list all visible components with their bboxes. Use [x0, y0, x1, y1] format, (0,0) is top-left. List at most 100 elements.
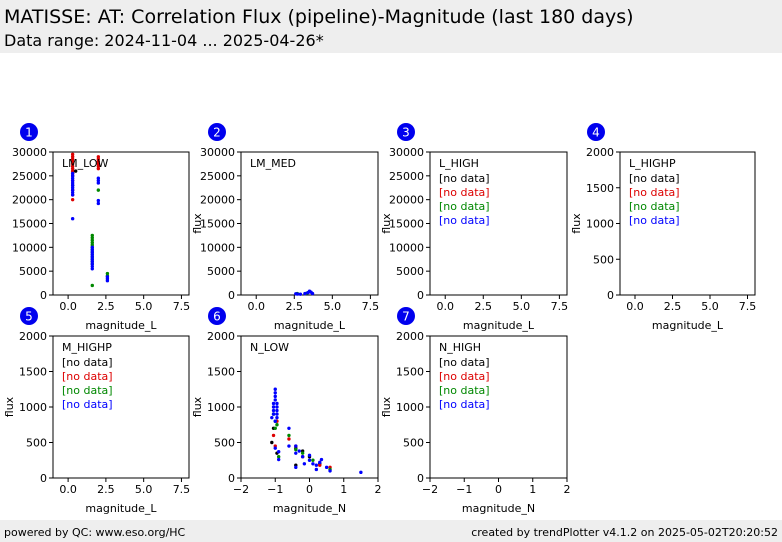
data-point [96, 159, 101, 164]
data-point [96, 178, 101, 183]
y-tick-label: 0 [228, 472, 235, 485]
data-point [70, 190, 75, 195]
data-point [90, 255, 94, 259]
data-point [273, 446, 277, 450]
data-point [276, 455, 281, 459]
data-point [96, 198, 101, 203]
data-point [273, 391, 277, 395]
data-point [359, 470, 363, 475]
chart-panel-6: −2 −1 0 1 2 0 500 1000 1500 2000 magnitude_N flux 6 N… [191, 307, 382, 515]
page-title: MATISSE: AT: Correlation Flux (pipeline)… [4, 6, 634, 28]
no-data-note: [no data] [439, 384, 490, 397]
y-tick-label: 1500 [586, 182, 614, 195]
data-point [287, 433, 291, 438]
data-point [70, 159, 75, 164]
data-point [294, 451, 298, 455]
x-tick-label: −2 [233, 483, 249, 496]
x-tick-label: 2 [564, 483, 571, 496]
y-axis-label: flux [3, 396, 16, 417]
data-point [302, 462, 307, 466]
no-data-note: [no data] [62, 398, 113, 411]
x-tick-label: 5.0 [513, 300, 531, 313]
panel-number-badge [208, 307, 226, 325]
data-point [311, 462, 315, 466]
y-tick-label: 10000 [200, 241, 235, 254]
data-point [90, 259, 94, 264]
data-point [270, 415, 274, 420]
no-data-note: [no data] [439, 200, 490, 213]
y-tick-label: 2000 [396, 330, 424, 343]
x-tick-label: 7.5 [362, 300, 380, 313]
data-point [70, 197, 75, 202]
data-point [90, 267, 94, 271]
panel-number-badge [397, 307, 415, 325]
x-tick-label: 5.0 [135, 300, 153, 313]
y-tick-label: 1000 [586, 218, 614, 231]
data-point [271, 408, 276, 413]
x-tick-label: 2.5 [664, 300, 682, 313]
x-tick-label: 0 [495, 483, 502, 496]
y-tick-label: 25000 [200, 170, 235, 183]
data-point [90, 250, 94, 254]
x-tick-label: 1 [529, 483, 536, 496]
data-point [70, 166, 75, 171]
data-point [271, 412, 276, 416]
data-point [96, 164, 101, 168]
data-point [275, 405, 279, 409]
x-tick-label: −1 [456, 483, 472, 496]
y-tick-label: 500 [403, 437, 424, 450]
y-axis-label: flux [191, 396, 204, 417]
data-point [90, 245, 94, 250]
data-point [105, 279, 110, 283]
panel-number-badge [20, 123, 38, 141]
data-point [105, 271, 110, 276]
panel-number-label: 3 [402, 126, 410, 140]
data-point [300, 455, 305, 459]
y-tick-label: 15000 [200, 218, 235, 231]
data-point [96, 166, 101, 171]
data-point [328, 469, 332, 473]
x-tick-label: 1 [340, 483, 347, 496]
data-point [295, 292, 300, 296]
data-point [294, 447, 298, 452]
y-axis-label: flux [191, 213, 204, 234]
x-tick-label: 0.0 [247, 300, 265, 313]
x-axis-label: magnitude_N [273, 502, 346, 515]
data-point [273, 387, 277, 391]
y-tick-label: 1000 [207, 401, 235, 414]
data-point [70, 174, 75, 178]
panel-label: L_HIGHP [629, 157, 676, 170]
panel-label: N_LOW [250, 341, 289, 354]
y-tick-label: 0 [417, 472, 424, 485]
data-point [90, 243, 94, 247]
data-point [303, 291, 307, 296]
data-point [270, 440, 274, 445]
x-axis-label: magnitude_L [85, 319, 157, 332]
data-point [307, 458, 312, 462]
data-point [90, 283, 94, 288]
y-tick-label: 0 [417, 289, 424, 302]
x-axis-label: magnitude_N [462, 502, 535, 515]
data-point [70, 188, 75, 192]
x-axis-label: magnitude_L [274, 319, 346, 332]
x-tick-label: 5.0 [135, 483, 153, 496]
data-point [90, 240, 94, 245]
x-tick-label: 0.0 [59, 300, 77, 313]
data-point [70, 176, 75, 180]
data-point [287, 444, 291, 448]
y-tick-label: 0 [40, 289, 47, 302]
panel-number-badge [20, 307, 38, 325]
footer-created: created by trendPlotter v4.1.2 on 2025-0… [471, 526, 778, 539]
data-point [70, 152, 75, 157]
x-tick-label: 5.0 [324, 300, 342, 313]
data-point [90, 262, 94, 266]
panel-number-badge [208, 123, 226, 141]
data-point [96, 201, 101, 206]
data-point [324, 465, 329, 470]
data-point [70, 171, 75, 176]
chart-panel-1: 0.0 2.5 5.0 7.5 0 5000 10000 15000 20000 25000 300… [12, 123, 190, 332]
y-tick-label: 500 [26, 437, 47, 450]
data-point [70, 183, 75, 188]
data-point [70, 155, 75, 159]
